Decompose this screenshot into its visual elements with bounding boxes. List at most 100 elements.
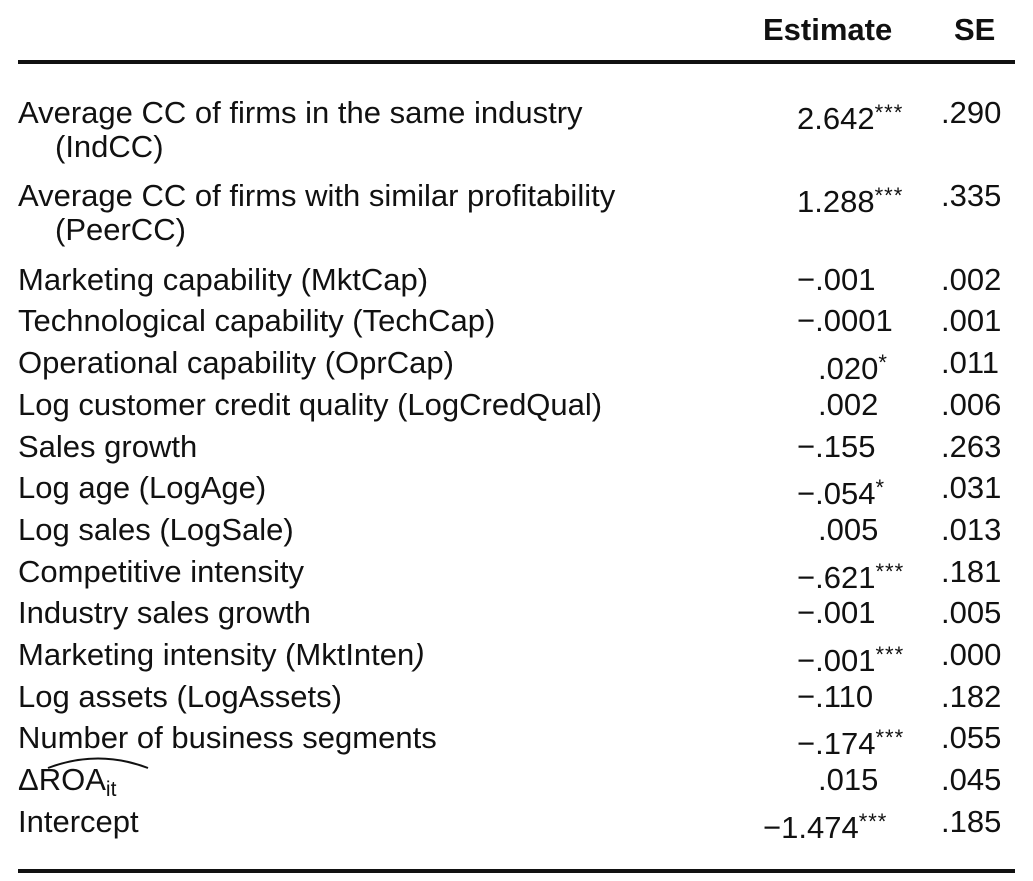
estimate-value: −.621 xyxy=(797,559,876,595)
table-row: Log assets (LogAssets) −.110 .182 xyxy=(18,679,1015,721)
row-label: Intercept xyxy=(18,803,139,839)
row-label-wrap: Marketing intensity (MktInten) xyxy=(18,637,738,673)
row-label: Competitive intensity xyxy=(18,553,305,589)
estimate-value: 1.288 xyxy=(797,184,875,220)
table-row: Intercept −1.474*** .185 xyxy=(18,804,1015,846)
estimate-cell: −1.474*** xyxy=(763,804,948,846)
se-value: .006 xyxy=(941,386,1002,422)
roa-subscript: it xyxy=(105,778,117,802)
row-label: Technological capability (TechCap) xyxy=(18,303,496,339)
estimate-cell: −.0001 xyxy=(797,303,982,339)
estimate-cell: 1.288*** xyxy=(797,178,982,220)
significance-stars: *** xyxy=(858,808,888,834)
estimate-value: .020 xyxy=(818,351,879,387)
table-row: Number of business segments −.174*** .05… xyxy=(18,720,1015,762)
estimate-cell: .005 xyxy=(818,512,1003,548)
row-label: Marketing capability (MktCap) xyxy=(18,261,429,297)
column-header-se: SE xyxy=(954,12,996,47)
row-label: Log assets (LogAssets) xyxy=(18,678,342,714)
estimate-cell: 2.642*** xyxy=(797,95,982,137)
estimate-value: −.054 xyxy=(797,476,876,512)
row-label-close-paren: ) xyxy=(414,636,425,672)
estimate-value: −1.474 xyxy=(763,809,859,845)
estimate-cell: −.054* xyxy=(797,470,982,512)
delta-symbol: Δ xyxy=(18,762,39,798)
row-label: Average CC of firms in the same industry xyxy=(18,95,583,130)
row-label: Log age (LogAge) xyxy=(18,470,267,506)
estimate-cell: −.110 xyxy=(797,679,982,715)
row-label-continuation: (PeerCC) xyxy=(55,212,186,248)
estimate-value: −.0001 xyxy=(797,303,893,339)
se-value: .000 xyxy=(941,636,1002,672)
estimate-value: .002 xyxy=(818,386,879,422)
delta-roa-symbol: ΔROAit xyxy=(18,757,149,808)
table-row: Operational capability (OprCap) .020* .0… xyxy=(18,345,1015,387)
se-value: .185 xyxy=(941,803,1002,839)
se-value: .181 xyxy=(941,553,1002,589)
top-rule xyxy=(18,60,1015,64)
se-value: .055 xyxy=(941,720,1002,756)
row-label-delta-roa: ΔROAit xyxy=(18,757,738,808)
estimate-cell: .020* xyxy=(818,345,1003,387)
estimate-cell: −.155 xyxy=(797,429,982,465)
row-label: Operational capability (OprCap) xyxy=(18,345,454,381)
table-row: ΔROAit .015 .045 xyxy=(18,757,1015,804)
se-value: .182 xyxy=(941,678,1002,714)
table-header: Estimate SE xyxy=(18,0,1015,62)
estimate-cell: −.001 xyxy=(797,595,982,631)
significance-stars: * xyxy=(878,350,888,376)
table-row: Competitive intensity −.621*** .181 xyxy=(18,554,1015,596)
significance-stars: * xyxy=(875,475,886,501)
row-label: Marketing intensity (MktInten xyxy=(18,636,415,672)
table-row: Industry sales growth −.001 .005 xyxy=(18,595,1015,637)
row-label: Average CC of firms with similar profita… xyxy=(18,178,616,214)
regression-table: Estimate SE Average CC of firms in the s… xyxy=(18,0,1015,873)
table-row: Technological capability (TechCap) −.000… xyxy=(18,303,1015,345)
estimate-value: −.001 xyxy=(797,642,876,678)
significance-stars: *** xyxy=(875,725,905,751)
estimate-value: .005 xyxy=(818,511,879,547)
estimate-cell: −.001 xyxy=(797,262,982,298)
significance-stars: *** xyxy=(874,100,904,125)
row-label: Log sales (LogSale) xyxy=(18,511,294,547)
table-row: Log sales (LogSale) .005 .013 xyxy=(18,512,1015,554)
se-value: .013 xyxy=(941,511,1002,547)
table-row: Log customer credit quality (LogCredQual… xyxy=(18,387,1015,429)
column-header-estimate: Estimate xyxy=(763,12,893,47)
significance-stars: *** xyxy=(875,558,905,584)
se-value: .011 xyxy=(941,345,1000,381)
se-value: .290 xyxy=(941,95,1002,130)
row-label: Sales growth xyxy=(18,428,198,464)
estimate-value: 2.642 xyxy=(797,101,875,136)
se-value: .045 xyxy=(941,762,1002,798)
row-label-continuation: (IndCC) xyxy=(55,129,164,164)
significance-stars: *** xyxy=(874,183,904,209)
estimate-value: −.110 xyxy=(797,678,874,714)
se-value: .005 xyxy=(941,595,1002,631)
estimate-cell: −.001*** xyxy=(797,637,982,679)
se-value: .001 xyxy=(941,303,1002,339)
estimate-cell: −.621*** xyxy=(797,554,982,596)
row-label: Number of business segments xyxy=(18,720,437,756)
table-row: Average CC of firms with similar profita… xyxy=(18,178,1015,261)
hat-accent-icon xyxy=(47,757,149,769)
table-row: Sales growth −.155 .263 xyxy=(18,429,1015,471)
table-body: Average CC of firms in the same industry… xyxy=(18,95,1015,845)
se-value: .002 xyxy=(941,261,1002,297)
se-value: .335 xyxy=(941,178,1002,214)
estimate-value: −.174 xyxy=(797,726,876,762)
estimate-value: −.001 xyxy=(797,261,876,297)
table-row: Average CC of firms in the same industry… xyxy=(18,95,1015,178)
estimate-cell: −.174*** xyxy=(797,720,982,762)
estimate-cell: .015 xyxy=(818,762,1003,798)
bottom-rule xyxy=(18,869,1015,873)
estimate-value: −.155 xyxy=(797,428,876,464)
estimate-value: .015 xyxy=(818,762,879,798)
se-value: .031 xyxy=(941,470,1002,506)
se-value: .263 xyxy=(941,428,1002,464)
row-label: Log customer credit quality (LogCredQual… xyxy=(18,386,603,422)
row-label: Industry sales growth xyxy=(18,595,311,631)
table-row: Marketing capability (MktCap) −.001 .002 xyxy=(18,262,1015,304)
table-row: Marketing intensity (MktInten) −.001*** … xyxy=(18,637,1015,679)
estimate-value: −.001 xyxy=(797,595,876,631)
